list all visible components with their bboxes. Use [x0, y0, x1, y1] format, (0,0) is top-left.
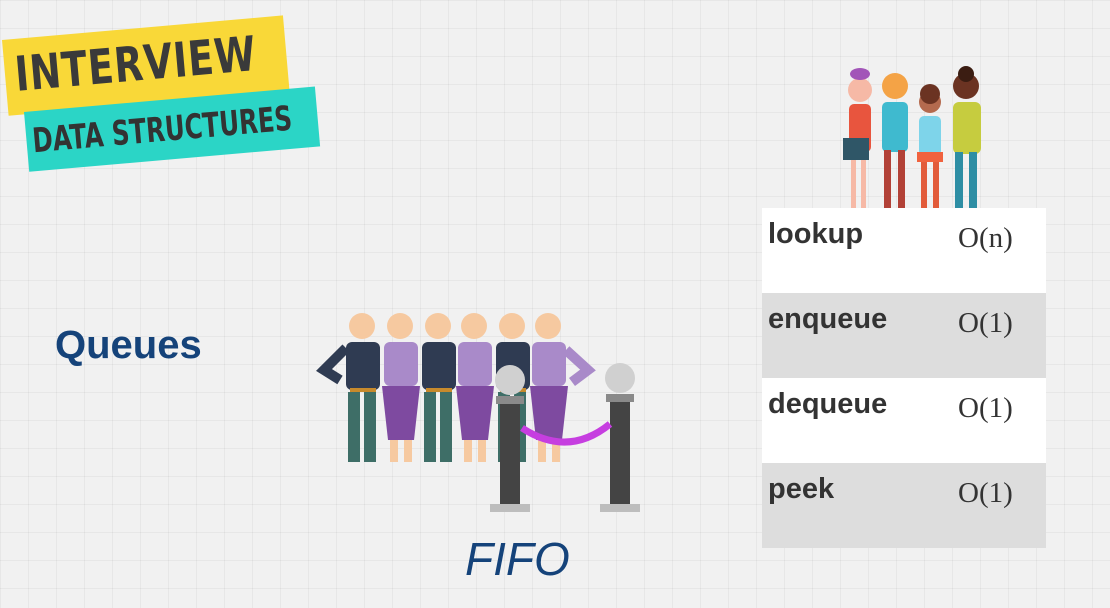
operation-name: lookup [768, 218, 864, 250]
banner-line-1: INTERVIEW [12, 26, 259, 103]
stanchion-1-icon [490, 365, 530, 512]
operation-row-enqueue: enqueue O(1) [762, 293, 1046, 378]
operation-row-peek: peek O(1) [762, 463, 1046, 548]
person-3-icon [422, 313, 456, 462]
operation-row-lookup: lookup O(n) [762, 208, 1046, 293]
banner-line-2: DATA STRUCTURES [30, 98, 294, 162]
queue-people-illustration [316, 313, 640, 512]
person-c-icon [917, 84, 943, 210]
operation-complexity: O(n) [958, 222, 1013, 254]
person-4-icon [456, 313, 494, 462]
operation-row-dequeue: dequeue O(1) [762, 378, 1046, 463]
operation-complexity: O(1) [958, 307, 1013, 339]
person-d-icon [953, 66, 981, 210]
topic-title: Queues [55, 323, 202, 367]
operations-table: lookup O(n) enqueue O(1) dequeue O(1) pe… [762, 208, 1046, 549]
rope-icon [520, 421, 613, 446]
waiting-people-illustration [843, 66, 981, 210]
person-b-icon [882, 73, 908, 210]
person-2-icon [382, 313, 420, 462]
operation-complexity: O(1) [958, 392, 1013, 424]
operation-complexity: O(1) [958, 477, 1013, 509]
operation-name: dequeue [768, 388, 888, 420]
person-a-icon [843, 68, 872, 210]
person-1-icon [316, 313, 380, 462]
operation-name: peek [768, 473, 835, 505]
operation-name: enqueue [768, 303, 888, 335]
fifo-caption: FIFO [465, 533, 570, 585]
stanchion-2-icon [600, 363, 640, 512]
person-6-icon [530, 313, 596, 462]
